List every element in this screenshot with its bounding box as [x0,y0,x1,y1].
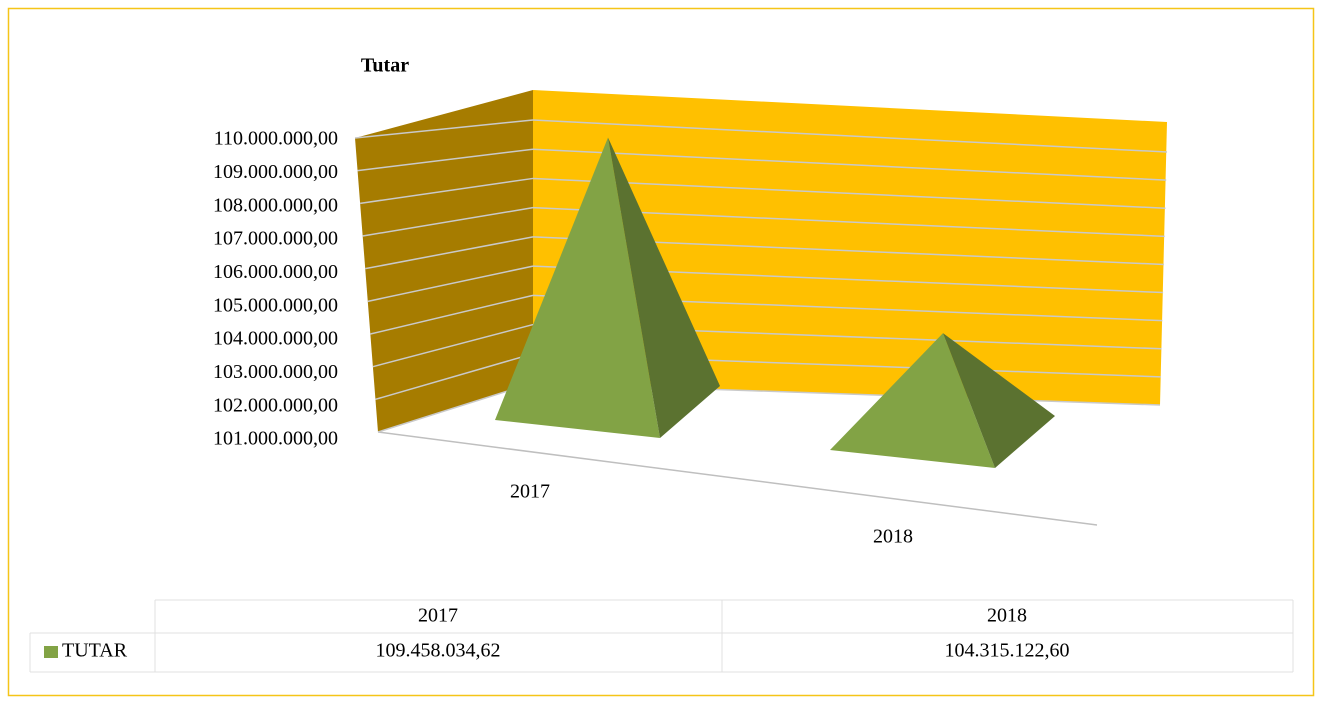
grid-line [532,119,1168,153]
grid-line [372,323,534,368]
grid-line [375,353,534,401]
y-tick-label: 109.000.000,00 [213,161,338,183]
y-tick-label: 107.000.000,00 [213,228,338,250]
pyramid-front [830,333,995,468]
y-tick-label: 105.000.000,00 [213,294,338,316]
chart-title: Tutar [361,55,409,77]
x-tick-label: 2018 [873,526,913,548]
pyramid-front [495,137,660,439]
y-tick-label: 110.000.000,00 [214,128,338,150]
table-header: 2017 [418,605,458,627]
data-table: 2017 2018 TUTAR 109.458.034,62 104.315.122,6… [29,599,1294,673]
marks [495,137,1055,468]
table-value: 109.458.034,62 [376,640,501,662]
grid-line [362,206,534,237]
grid: 101.000.000,00 102.000.000,00 103.000.000,… [213,119,1168,450]
grid-line [370,294,534,335]
grid-line [354,119,534,139]
y-tick-label: 103.000.000,00 [213,361,338,383]
floor-edge [377,431,1098,526]
y-tick-label: 106.000.000,00 [213,261,338,283]
y-tick-label: 108.000.000,00 [213,194,338,216]
pyramid-side [943,333,1055,468]
table-header: 2018 [987,605,1027,627]
legend-label: TUTAR [62,640,128,662]
table-value: 104.315.122,60 [945,640,1070,662]
y-tick-label: 104.000.000,00 [213,328,338,350]
grid-line [365,236,534,270]
x-tick-label: 2017 [510,481,550,503]
grid-line [532,148,1167,181]
grid-line [357,148,534,172]
grid-line [360,177,534,205]
pyramid-side [608,137,720,439]
y-tick-label: 102.000.000,00 [213,394,338,416]
grid-line [532,177,1166,209]
legend-key [44,646,58,658]
side-wall [355,90,533,432]
grid-line [367,265,534,303]
y-tick-label: 101.000.000,00 [213,428,338,450]
